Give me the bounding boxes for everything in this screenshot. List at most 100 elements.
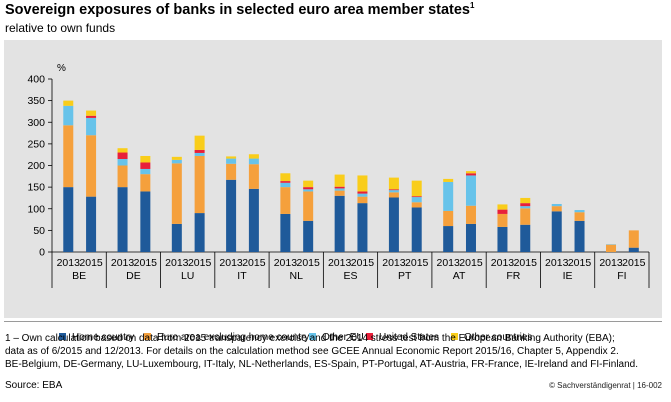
bar-segment — [171, 159, 182, 164]
bar-segment — [443, 226, 454, 252]
legend-swatch — [366, 333, 373, 340]
bar-segment — [63, 100, 74, 106]
bar-segment — [226, 179, 237, 252]
bar-segment — [628, 230, 639, 248]
x-tick-label-year: 2015 — [405, 257, 429, 269]
bar-segment — [140, 168, 151, 175]
legend-swatch — [309, 333, 316, 340]
title-footnote-marker: 1 — [470, 1, 475, 10]
bar-segment — [117, 187, 128, 252]
bar-segment — [86, 196, 97, 252]
bar-segment — [171, 156, 182, 160]
bar-segment — [465, 173, 476, 176]
footnote: 1 – Own calculation based on data from 2… — [5, 332, 665, 371]
bar-segment — [117, 159, 128, 166]
x-tick-label-year: 2013 — [111, 257, 135, 269]
x-group-label: PT — [398, 270, 412, 282]
bar-segment — [520, 208, 531, 225]
y-tick-label: 50 — [33, 225, 45, 237]
bar-segment — [226, 156, 237, 159]
bar-segment — [411, 196, 422, 198]
y-tick-label: 0 — [39, 247, 45, 259]
legend-swatch — [451, 333, 458, 340]
bar-segment — [280, 173, 291, 182]
bar-segment — [334, 190, 345, 196]
bar-segment — [465, 205, 476, 224]
x-tick-label-year: 2015 — [568, 257, 592, 269]
bar-segment — [280, 213, 291, 252]
x-group-label: FR — [506, 270, 520, 282]
bar-segment — [388, 177, 399, 190]
bar-segment — [551, 203, 562, 207]
bar-segment — [465, 171, 476, 174]
legend-label: United States — [379, 332, 440, 343]
legend-item: Other countries — [451, 332, 532, 343]
x-tick-label-year: 2013 — [165, 257, 189, 269]
bar-segment — [86, 135, 97, 197]
x-group-label: IT — [237, 270, 247, 282]
x-tick-label-year: 2015 — [459, 257, 483, 269]
bar-segment — [194, 213, 205, 252]
bar-segment — [117, 165, 128, 188]
bar-segment — [465, 175, 476, 206]
x-tick-label-year: 2013 — [437, 257, 461, 269]
bar-segment — [248, 154, 259, 159]
bar-segment — [140, 162, 151, 169]
legend-item: Other EU — [309, 332, 364, 343]
bar-segment — [303, 191, 314, 221]
bar-segment — [388, 192, 399, 198]
bar-segment — [357, 191, 368, 194]
legend-item: United States — [366, 332, 439, 343]
bar-segment — [497, 204, 508, 210]
bar-segment — [248, 158, 259, 165]
source-note: Source: EBA — [5, 380, 63, 391]
bar-segment — [551, 211, 562, 252]
bar-segment — [443, 210, 454, 227]
y-tick-label: 150 — [27, 182, 45, 194]
bar-segment — [86, 115, 97, 118]
bar-segment — [520, 224, 531, 252]
bar-segment — [357, 203, 368, 252]
bar-segment — [226, 158, 237, 164]
x-tick-label-year: 2015 — [514, 257, 538, 269]
bar-segment — [574, 220, 585, 252]
x-tick-label-year: 2013 — [382, 257, 406, 269]
bar-segment — [357, 175, 368, 192]
legend-label: Euro area excluding home country — [157, 332, 310, 343]
bar-segment — [334, 188, 345, 191]
x-group-label: LU — [181, 270, 194, 282]
bar-segment — [117, 152, 128, 160]
x-group-label: BE — [72, 270, 86, 282]
bar-segment — [520, 203, 531, 207]
legend-swatch — [59, 333, 66, 340]
bar-segment — [226, 163, 237, 180]
bar-segment — [551, 206, 562, 212]
legend-item: Home country — [59, 332, 134, 343]
y-tick-label: 100 — [27, 203, 45, 215]
x-group-label: AT — [453, 270, 466, 282]
x-tick-label-year: 2015 — [296, 257, 320, 269]
bar-segment — [63, 125, 74, 188]
y-tick-label: 400 — [27, 74, 45, 86]
x-tick-label-year: 2013 — [57, 257, 81, 269]
chart-subtitle: relative to own funds — [5, 21, 116, 35]
bar-segment — [574, 212, 585, 221]
bar-segment — [303, 187, 314, 190]
x-tick-label-year: 2013 — [599, 257, 623, 269]
bar-segment — [194, 149, 205, 153]
bar-segment — [411, 207, 422, 252]
legend-label: Other countries — [464, 332, 533, 343]
legend-label: Other EU — [322, 332, 364, 343]
footnote-line: 1 – Own calculation based on data from 2… — [5, 333, 615, 344]
bar-segment — [411, 202, 422, 208]
bar-segment — [248, 188, 259, 252]
bar-segment — [574, 210, 585, 213]
bar-segment — [497, 209, 508, 214]
bar-segment — [280, 182, 291, 188]
bar-segment — [606, 244, 617, 252]
bar-segment — [334, 186, 345, 189]
x-group-label: IE — [563, 270, 573, 282]
y-tick-label: 200 — [27, 160, 45, 172]
y-tick-label: 300 — [27, 117, 45, 129]
bar-segment — [388, 197, 399, 252]
